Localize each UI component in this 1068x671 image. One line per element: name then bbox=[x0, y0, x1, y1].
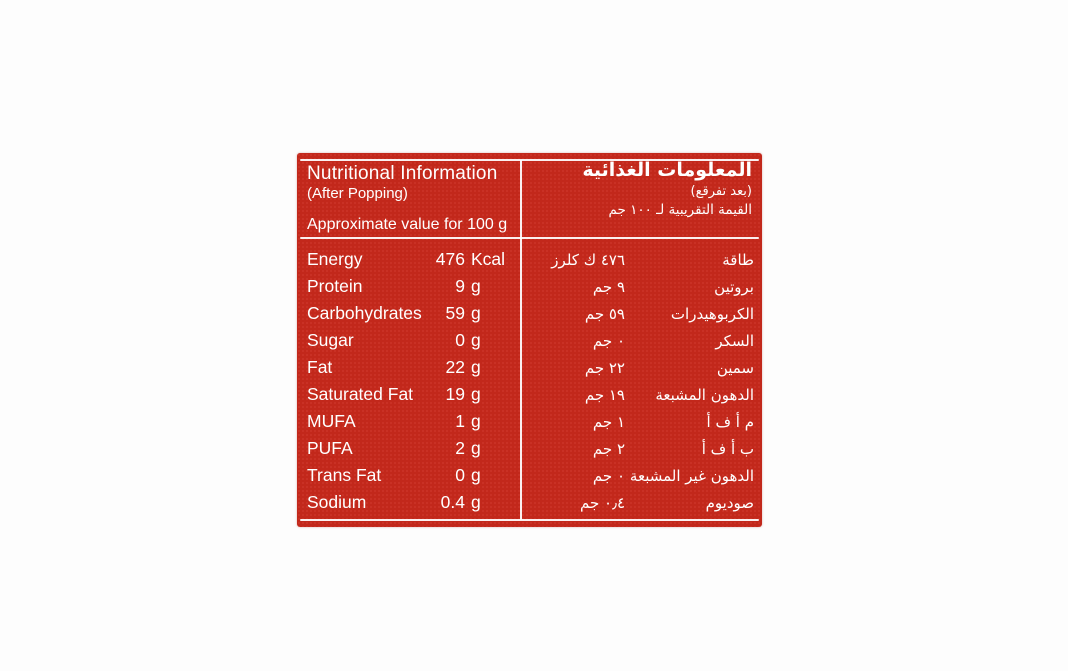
value-unit-en: g bbox=[471, 411, 481, 431]
table-row: Fat 22 g ٢٢ جم سمين bbox=[297, 354, 762, 381]
nutrient-value-en: 0 g bbox=[425, 465, 511, 486]
nutrient-name-en: Energy bbox=[307, 249, 363, 269]
value-number-en: 0 bbox=[455, 465, 465, 485]
column-divider-rule bbox=[520, 160, 522, 520]
value-number-en: 9 bbox=[455, 276, 465, 296]
nutrient-name-en: Carbohydrates bbox=[307, 303, 422, 323]
value-unit-en: g bbox=[471, 357, 481, 377]
header-arabic: المعلومات الغذائية (بعد تفرقع) القيمة ال… bbox=[527, 159, 752, 218]
value-unit-en: Kcal bbox=[471, 249, 506, 269]
nutrient-value-en: 9 g bbox=[425, 276, 511, 297]
nutrient-value-en: 22 g bbox=[425, 357, 511, 378]
nutrient-value-ar: ٥٩ جم bbox=[584, 304, 625, 323]
value-number-en: 0.4 bbox=[440, 492, 465, 512]
nutrient-value-en: 59 g bbox=[425, 303, 511, 324]
nutrient-value-en: 476 Kcal bbox=[425, 249, 511, 270]
value-unit-en: g bbox=[471, 330, 481, 350]
header-note-ar: القيمة التقريبية لـ ١٠٠ جم bbox=[608, 202, 752, 218]
nutrient-name-ar: سمين bbox=[716, 358, 754, 377]
top-border-rule bbox=[300, 159, 759, 161]
table-row: Protein 9 g ٩ جم بروتين bbox=[297, 273, 762, 300]
header-title-ar: المعلومات الغذائية bbox=[582, 159, 752, 181]
nutrient-value-ar: ٠ جم bbox=[592, 466, 625, 485]
nutrient-value-ar: ٠ جم bbox=[592, 331, 625, 350]
value-number-en: 1 bbox=[455, 411, 465, 431]
nutrient-name-ar: الدهون المشبعة bbox=[655, 385, 754, 404]
nutrient-name-en: Sugar bbox=[307, 330, 354, 350]
nutrient-name-ar: بروتين bbox=[714, 277, 754, 296]
header-separator-rule bbox=[300, 237, 759, 239]
header-english: Nutritional Information (After Popping) … bbox=[307, 163, 512, 234]
header-subtitle-en: (After Popping) bbox=[307, 185, 408, 203]
bottom-border-rule bbox=[300, 519, 759, 521]
nutrient-name-ar: طاقة bbox=[722, 250, 754, 269]
nutrient-name-en: Trans Fat bbox=[307, 465, 382, 485]
value-number-en: 19 bbox=[445, 384, 465, 404]
nutrient-name-en: MUFA bbox=[307, 411, 356, 431]
nutrition-label: Nutritional Information (After Popping) … bbox=[297, 153, 762, 527]
nutrient-name-ar: الكربوهيدرات bbox=[670, 304, 754, 323]
nutrient-name-ar: ب أ ف أ bbox=[701, 439, 754, 458]
value-unit-en: g bbox=[471, 492, 481, 512]
nutrient-value-ar: ٩ جم bbox=[592, 277, 625, 296]
nutrient-name-en: PUFA bbox=[307, 438, 353, 458]
value-number-en: 476 bbox=[435, 249, 465, 269]
nutrient-name-ar: صوديوم bbox=[705, 493, 754, 512]
nutrient-name-en: Fat bbox=[307, 357, 333, 377]
nutrient-value-ar: ٢ جم bbox=[592, 439, 625, 458]
nutrient-name-ar: م أ ف أ bbox=[706, 412, 754, 431]
nutrient-value-en: 19 g bbox=[425, 384, 511, 405]
header-note-en: Approximate value for 100 g bbox=[307, 216, 508, 234]
table-row: Energy 476 Kcal ٤٧٦ ك كلرز طاقة bbox=[297, 246, 762, 273]
nutrient-name-en: Sodium bbox=[307, 492, 367, 512]
nutrient-value-en: 1 g bbox=[425, 411, 511, 432]
nutrient-value-ar: ١ جم bbox=[592, 412, 625, 431]
table-row: Sodium 0.4 g ٠٫٤ جم صوديوم bbox=[297, 489, 762, 516]
value-number-en: 59 bbox=[445, 303, 465, 323]
table-row: Saturated Fat 19 g ١٩ جم الدهون المشبعة bbox=[297, 381, 762, 408]
nutrient-name-en: Saturated Fat bbox=[307, 384, 414, 404]
value-number-en: 0 bbox=[455, 330, 465, 350]
nutrient-value-en: 2 g bbox=[425, 438, 511, 459]
nutrient-name-ar: السكر bbox=[715, 331, 754, 350]
table-row: MUFA 1 g ١ جم م أ ف أ bbox=[297, 408, 762, 435]
nutrient-value-ar: ٤٧٦ ك كلرز bbox=[551, 250, 625, 269]
value-unit-en: g bbox=[471, 438, 481, 458]
table-row: Trans Fat 0 g ٠ جم الدهون غير المشبعة bbox=[297, 462, 762, 489]
table-row: Carbohydrates 59 g ٥٩ جم الكربوهيدرات bbox=[297, 300, 762, 327]
nutrient-name-ar: الدهون غير المشبعة bbox=[629, 466, 754, 485]
header-subtitle-ar: (بعد تفرقع) bbox=[690, 184, 753, 199]
table-row: PUFA 2 g ٢ جم ب أ ف أ bbox=[297, 435, 762, 462]
value-unit-en: g bbox=[471, 465, 481, 485]
table-row: Sugar 0 g ٠ جم السكر bbox=[297, 327, 762, 354]
nutrient-value-ar: ٠٫٤ جم bbox=[579, 493, 625, 512]
nutrient-value-ar: ١٩ جم bbox=[584, 385, 625, 404]
value-number-en: 2 bbox=[455, 438, 465, 458]
nutrient-value-en: 0.4 g bbox=[425, 492, 511, 513]
header-title-en: Nutritional Information bbox=[307, 163, 498, 184]
value-number-en: 22 bbox=[445, 357, 465, 377]
nutrient-name-en: Protein bbox=[307, 276, 363, 296]
nutrition-table: Energy 476 Kcal ٤٧٦ ك كلرز طاقة Protein … bbox=[297, 246, 762, 516]
value-unit-en: g bbox=[471, 303, 481, 323]
nutrient-value-ar: ٢٢ جم bbox=[584, 358, 625, 377]
value-unit-en: g bbox=[471, 276, 481, 296]
value-unit-en: g bbox=[471, 384, 481, 404]
nutrient-value-en: 0 g bbox=[425, 330, 511, 351]
